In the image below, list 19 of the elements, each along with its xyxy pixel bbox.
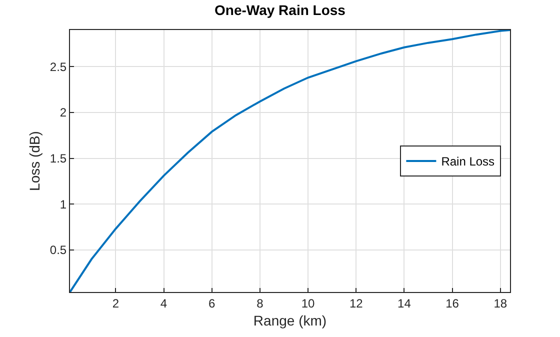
line-series: [70, 30, 510, 292]
y-tick-label: 1: [60, 197, 67, 212]
x-tick-label: 2: [112, 296, 120, 310]
x-tick-label: 10: [301, 296, 316, 310]
y-tick-label: 2.5: [50, 60, 67, 74]
x-tick-label: 14: [398, 296, 412, 310]
x-tick-label: 12: [349, 296, 364, 310]
chart-title: One-Way Rain Loss: [214, 2, 346, 18]
y-tick-label: 0.5: [50, 243, 67, 258]
x-tick-label: 6: [208, 296, 216, 310]
x-tick-label: 4: [160, 296, 168, 310]
x-tick-label: 18: [494, 296, 508, 310]
y-axis-title: Loss (dB): [26, 131, 43, 191]
x-tick-label: 16: [446, 296, 460, 310]
y-tick-label: 2: [60, 106, 67, 120]
y-tick-label: 1.5: [50, 151, 67, 166]
x-axis-title: Range (km): [253, 312, 327, 329]
x-tick-label: 8: [256, 296, 264, 310]
legend-label: Rain Loss: [441, 154, 495, 169]
